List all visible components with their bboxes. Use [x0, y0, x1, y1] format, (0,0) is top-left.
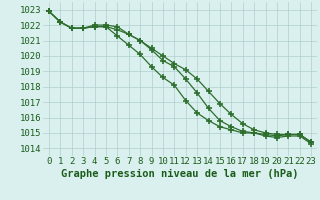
X-axis label: Graphe pression niveau de la mer (hPa): Graphe pression niveau de la mer (hPa)	[61, 169, 299, 179]
